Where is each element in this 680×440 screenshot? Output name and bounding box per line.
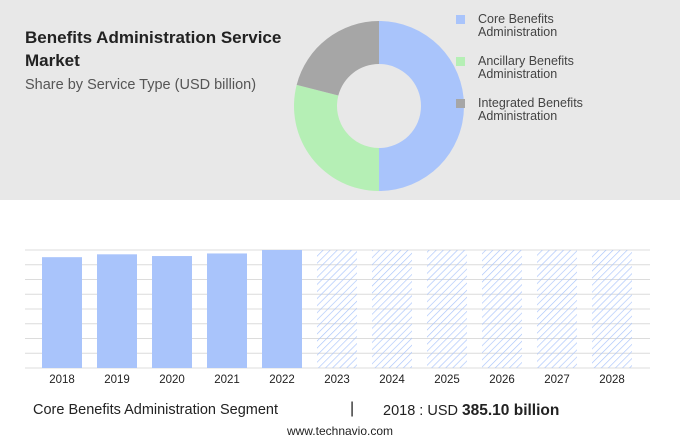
legend-label: Core Benefits Administration	[478, 12, 558, 39]
bar	[152, 256, 192, 368]
legend-swatch	[456, 57, 465, 66]
pie-slice	[294, 84, 379, 191]
pie-slice	[296, 21, 379, 96]
chart-title: Benefits Administration Service Market	[25, 28, 282, 70]
forecast-placeholder	[592, 250, 632, 368]
legend-label: Ancillary Benefits Administration	[478, 54, 574, 81]
legend-entry: Core Benefits Administration	[456, 12, 608, 39]
legend-label: Integrated Benefits Administration	[478, 96, 583, 123]
x-tick-label: 2027	[544, 374, 570, 386]
x-tick-label: 2026	[489, 374, 515, 386]
highlight: 2018 : USD 385.10 billion	[383, 402, 560, 419]
forecast-placeholder	[372, 250, 412, 368]
bar	[97, 254, 137, 368]
chart-subtitle: Share by Service Type (USD billion)	[25, 77, 257, 93]
x-tick-label: 2025	[434, 374, 460, 386]
x-tick-label: 2019	[104, 374, 130, 386]
segment-label: Core Benefits Administration Segment	[33, 402, 279, 418]
x-tick-label: 2022	[269, 374, 295, 386]
x-tick-label: 2024	[379, 374, 405, 386]
bar	[262, 250, 302, 368]
highlight-value: 385.10 billion	[462, 402, 560, 419]
x-tick-label: 2020	[159, 374, 185, 386]
forecast-placeholder	[537, 250, 577, 368]
separator: |	[350, 400, 355, 417]
highlight-currency: USD	[427, 403, 458, 419]
forecast-placeholder	[317, 250, 357, 368]
legend-swatch	[456, 99, 465, 108]
source: www.technavio.com	[286, 424, 394, 438]
x-tick-label: 2028	[599, 374, 625, 386]
legend-entry: Ancillary Benefits Administration	[456, 54, 608, 81]
legend-swatch	[456, 15, 465, 24]
x-tick-label: 2018	[49, 374, 75, 386]
highlight-year: 2018	[383, 403, 416, 419]
forecast-placeholder	[427, 250, 467, 368]
x-tick-label: 2021	[214, 374, 240, 386]
pie-slice	[379, 21, 464, 191]
x-tick-label: 2023	[324, 374, 350, 386]
forecast-placeholder	[482, 250, 522, 368]
bar	[42, 257, 82, 368]
bar	[207, 253, 247, 368]
legend-entry: Integrated Benefits Administration	[456, 96, 608, 123]
